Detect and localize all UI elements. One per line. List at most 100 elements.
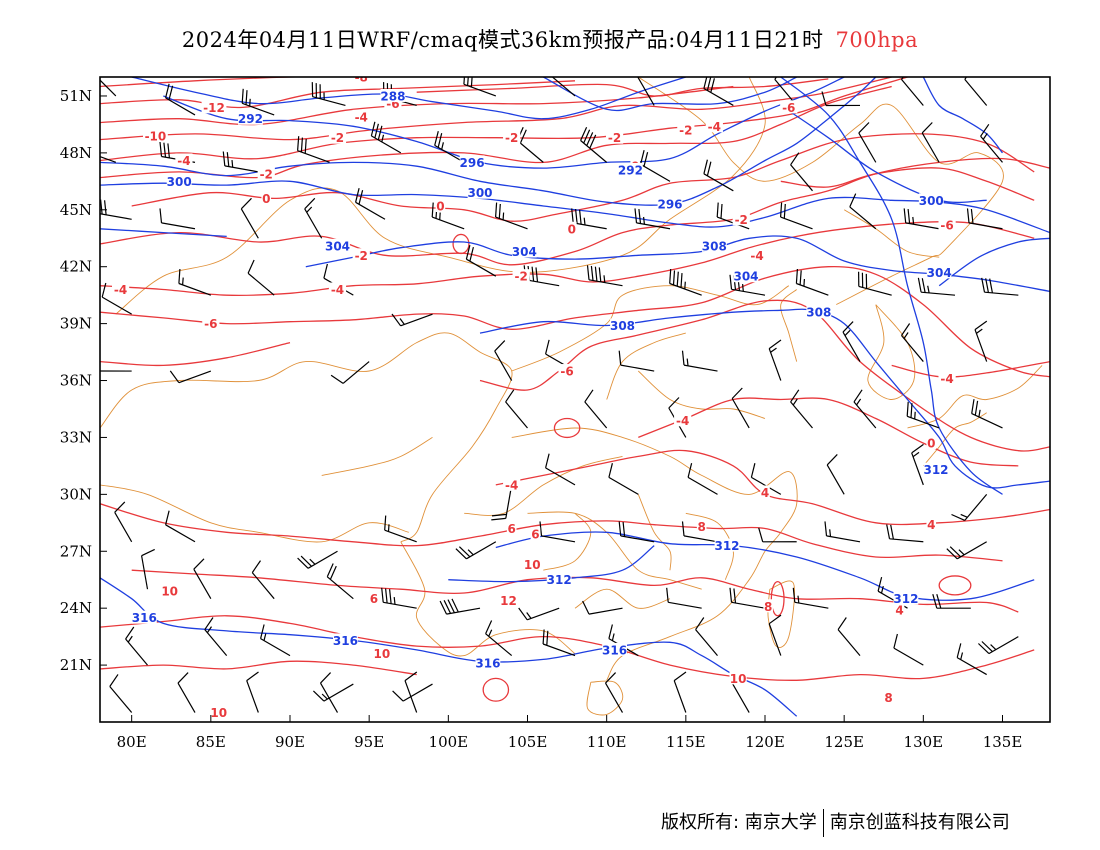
temperature-label-bg: [503, 477, 521, 491]
temperature-label-bg: [499, 593, 518, 607]
wind-barb: [886, 524, 924, 543]
barb-feather: [669, 268, 672, 284]
lon-label: 90E: [275, 733, 305, 751]
barb-feather: [177, 672, 189, 684]
barb-feather: [439, 600, 448, 615]
barb-feather: [451, 598, 459, 613]
barb-staff: [956, 657, 987, 676]
wind-barb: [177, 672, 196, 713]
barb-feather: [204, 617, 214, 630]
barb-feather: [95, 62, 102, 75]
temperature-label-bg: [503, 130, 521, 144]
barb-feather: [100, 199, 103, 215]
wind-barb: [604, 672, 624, 713]
temperature-label-bg: [763, 599, 773, 613]
barb-staff: [466, 258, 497, 277]
wind-barb: [673, 671, 687, 713]
barb-half-feather: [960, 652, 964, 660]
wind-barb: [545, 453, 576, 486]
geopotential-label: 304: [927, 266, 952, 280]
barb-staff: [604, 682, 624, 713]
barb-half-feather: [792, 398, 798, 406]
barb-feather: [826, 453, 838, 466]
barb-feather: [901, 323, 911, 336]
barb-staff: [101, 296, 132, 315]
barb-feather: [716, 202, 719, 218]
temperature-label: 10: [730, 672, 747, 686]
temperature-label: -2: [608, 131, 621, 145]
copyright: 版权所有: 南京大学 南京创蓝科技有限公司: [661, 808, 1010, 837]
barb-staff: [485, 633, 513, 657]
barb-feather: [443, 600, 452, 614]
barb-feather: [795, 268, 798, 284]
barb-half-feather: [393, 597, 396, 605]
temperature-label: -2: [679, 124, 692, 138]
barb-feather: [980, 123, 990, 137]
barb-staff: [826, 535, 861, 543]
wind-barb: [634, 208, 671, 230]
wind-barb: [974, 320, 988, 362]
barb-staff: [768, 348, 782, 381]
barb-feather: [579, 209, 582, 225]
wind-barb: [518, 607, 560, 621]
boundary-line: [606, 332, 686, 400]
barb-feather: [92, 59, 99, 72]
barb-staff: [620, 535, 655, 543]
barb-staff: [842, 331, 861, 362]
barb-feather: [966, 208, 970, 223]
barb-feather: [750, 463, 756, 478]
temperature-label-bg: [926, 436, 937, 450]
barb-staff: [669, 282, 702, 296]
barb-feather: [886, 524, 891, 539]
barb-feather: [437, 133, 443, 148]
barb-feather: [539, 521, 543, 536]
copyright-right: 南京创蓝科技有限公司: [829, 812, 1010, 833]
temperature-label-bg: [729, 671, 747, 685]
boundary-line: [843, 209, 940, 258]
geopotential-label-bg: [714, 538, 740, 552]
barb-feather: [431, 202, 434, 218]
wind-barb: [169, 370, 212, 384]
barb-staff: [921, 291, 956, 296]
barb-staff: [193, 568, 212, 599]
barb-feather: [358, 190, 364, 205]
wind-barb: [260, 624, 291, 657]
boundary-line: [511, 427, 798, 681]
barb-feather: [608, 624, 613, 639]
wind-barb: [465, 244, 497, 277]
wind-barb: [381, 587, 417, 609]
geopotential-label: 316: [333, 634, 358, 648]
barb-feather: [582, 600, 590, 615]
wind-barb: [790, 152, 813, 192]
barb-staff: [525, 279, 560, 287]
barb-staff: [901, 335, 924, 362]
barb-feather: [580, 126, 588, 141]
barb-feather: [985, 278, 989, 293]
barb-feather: [434, 131, 439, 146]
barb-feather: [297, 557, 309, 569]
geopotential-label-bg: [166, 174, 192, 188]
barb-feather: [799, 270, 802, 285]
wind-barb: [901, 323, 924, 362]
barb-feather: [634, 208, 638, 223]
geopotential-label: 316: [602, 643, 627, 657]
barb-feather: [666, 587, 669, 603]
barb-feather: [392, 690, 404, 702]
barb-feather: [329, 565, 337, 580]
barb-staff: [588, 279, 623, 287]
temperature-label-bg: [257, 166, 275, 180]
temperature-contour: [100, 660, 417, 676]
boundary-line: [922, 412, 987, 467]
barb-staff: [703, 173, 734, 192]
longitude-axis: 80E 85E 90E 95E 100E 105E 110E 115E 120E 125E 130E…: [117, 715, 1022, 751]
barb-feather: [703, 77, 708, 89]
title-main: 2024年04月11日WRF/cmaq模式36km预报产品:04月11日21时: [181, 28, 824, 52]
barb-feather: [783, 203, 786, 219]
copyright-left: 版权所有: 南京大学: [661, 812, 817, 833]
barb-staff: [731, 398, 750, 429]
geopotential-contour: [131, 77, 686, 120]
wind-barb: [246, 671, 259, 713]
barb-feather: [921, 122, 933, 134]
barb-feather: [447, 599, 455, 613]
boundary-line: [867, 304, 916, 400]
